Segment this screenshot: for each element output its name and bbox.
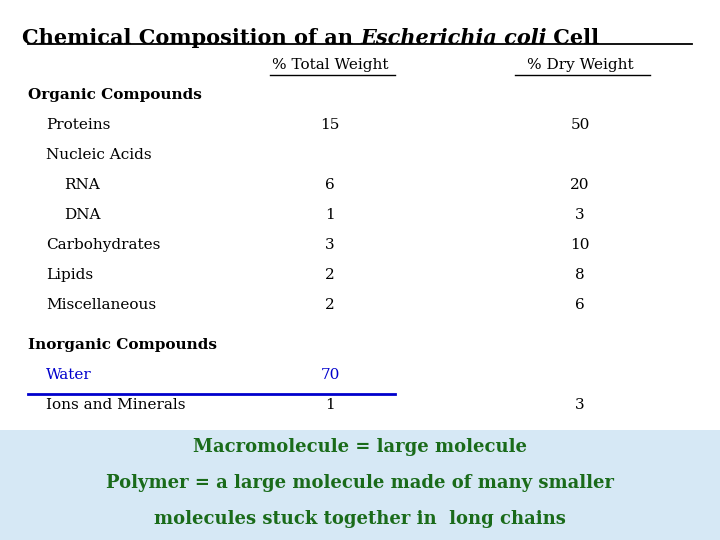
Text: 1: 1 bbox=[325, 208, 335, 222]
Text: Organic Compounds: Organic Compounds bbox=[28, 88, 202, 102]
Text: Carbohydrates: Carbohydrates bbox=[46, 238, 161, 252]
Text: 20: 20 bbox=[570, 178, 590, 192]
Text: 8: 8 bbox=[575, 268, 585, 282]
Text: % Dry Weight: % Dry Weight bbox=[527, 58, 634, 72]
Text: 2: 2 bbox=[325, 268, 335, 282]
Text: Nucleic Acids: Nucleic Acids bbox=[46, 148, 152, 162]
Text: 3: 3 bbox=[575, 208, 585, 222]
Text: Miscellaneous: Miscellaneous bbox=[46, 298, 156, 312]
Text: Proteins: Proteins bbox=[46, 118, 110, 132]
Text: Water: Water bbox=[46, 368, 91, 382]
Text: Lipids: Lipids bbox=[46, 268, 93, 282]
Text: 2: 2 bbox=[325, 298, 335, 312]
Text: Polymer = a large molecule made of many smaller: Polymer = a large molecule made of many … bbox=[106, 474, 614, 492]
Text: 6: 6 bbox=[325, 178, 335, 192]
Text: 70: 70 bbox=[320, 368, 340, 382]
Text: 3: 3 bbox=[575, 398, 585, 412]
Text: RNA: RNA bbox=[64, 178, 100, 192]
Text: DNA: DNA bbox=[64, 208, 101, 222]
Text: Ions and Minerals: Ions and Minerals bbox=[46, 398, 186, 412]
Text: Macromolecule = large molecule: Macromolecule = large molecule bbox=[193, 438, 527, 456]
Text: % Total Weight: % Total Weight bbox=[271, 58, 388, 72]
Text: Escherichia coli: Escherichia coli bbox=[360, 28, 546, 48]
Text: 15: 15 bbox=[320, 118, 340, 132]
Text: molecules stuck together in  long chains: molecules stuck together in long chains bbox=[154, 510, 566, 528]
Text: 6: 6 bbox=[575, 298, 585, 312]
Text: 50: 50 bbox=[570, 118, 590, 132]
Text: Cell: Cell bbox=[546, 28, 600, 48]
Text: Chemical Composition of an: Chemical Composition of an bbox=[22, 28, 360, 48]
Text: 3: 3 bbox=[325, 238, 335, 252]
Text: 1: 1 bbox=[325, 398, 335, 412]
Text: 10: 10 bbox=[570, 238, 590, 252]
Text: Inorganic Compounds: Inorganic Compounds bbox=[28, 338, 217, 352]
FancyBboxPatch shape bbox=[0, 430, 720, 540]
